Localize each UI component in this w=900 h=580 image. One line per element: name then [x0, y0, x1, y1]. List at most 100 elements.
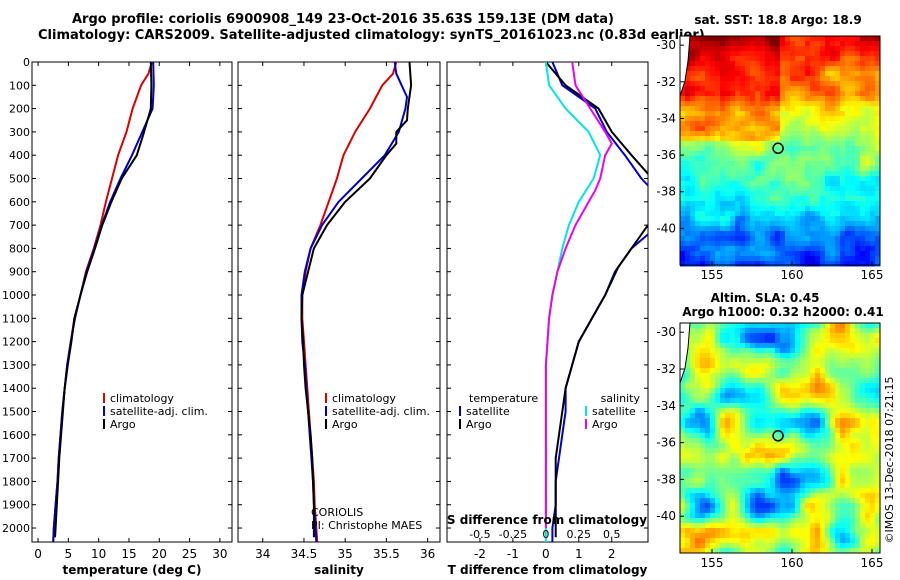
map-cell: [715, 126, 721, 132]
map-cell: [685, 488, 691, 494]
map-cell: [720, 156, 726, 162]
map-cell: [785, 121, 791, 127]
map-cell: [835, 231, 841, 237]
map-cell: [750, 216, 756, 222]
map-cell: [760, 201, 766, 207]
map-cell: [685, 71, 691, 77]
map-cell: [750, 226, 756, 232]
map-cell: [785, 236, 791, 242]
map-cell: [690, 166, 696, 172]
map-cell: [810, 433, 816, 439]
map-cell: [780, 41, 786, 47]
map-cell: [860, 523, 866, 529]
map-cell: [730, 323, 736, 329]
map-cell: [875, 251, 881, 257]
map-cell: [780, 96, 786, 102]
map-cell: [740, 458, 746, 464]
map-cell: [865, 156, 871, 162]
map-cell: [795, 503, 801, 509]
map-cell: [810, 478, 816, 484]
map-cell: [685, 146, 691, 152]
map-cell: [770, 151, 776, 157]
map-cell: [710, 383, 716, 389]
map-cell: [700, 443, 706, 449]
map-cell: [710, 146, 716, 152]
map-cell: [680, 141, 686, 147]
map-cell: [845, 343, 851, 349]
map-cell: [875, 191, 881, 197]
map-cell: [835, 433, 841, 439]
map-cell: [740, 388, 746, 394]
map-cell: [750, 498, 756, 504]
map-cell: [710, 96, 716, 102]
map-cell: [770, 508, 776, 514]
map-cell: [835, 533, 841, 539]
map-cell: [780, 131, 786, 137]
map-cell: [695, 91, 701, 97]
map-cell: [710, 533, 716, 539]
map-cell: [770, 196, 776, 202]
map-cell: [770, 126, 776, 132]
map-cell: [710, 101, 716, 107]
map-cell: [715, 101, 721, 107]
map-cell: [730, 393, 736, 399]
map-cell: [725, 201, 731, 207]
map-cell: [820, 51, 826, 57]
map-cell: [795, 353, 801, 359]
map-cell: [865, 478, 871, 484]
map-cell: [770, 156, 776, 162]
map-cell: [755, 458, 761, 464]
map-cell: [745, 413, 751, 419]
map-cell: [850, 186, 856, 192]
map-cell: [800, 71, 806, 77]
map-cell: [710, 41, 716, 47]
map-cell: [855, 166, 861, 172]
map-cell: [840, 141, 846, 147]
map-y-tick-label: -34: [656, 399, 676, 413]
map-cell: [805, 256, 811, 262]
map-cell: [820, 353, 826, 359]
series-line-argo: [545, 61, 649, 175]
map-cell: [850, 548, 856, 554]
map-cell: [840, 151, 846, 157]
map-cell: [845, 398, 851, 404]
map-cell: [820, 408, 826, 414]
map-cell: [680, 221, 686, 227]
map-cell: [850, 116, 856, 122]
map-cell: [805, 328, 811, 334]
map-cell: [850, 56, 856, 62]
map-cell: [720, 348, 726, 354]
map-cell: [710, 211, 716, 217]
map-cell: [830, 343, 836, 349]
map-cell: [860, 86, 866, 92]
map-cell: [810, 493, 816, 499]
map-cell: [800, 518, 806, 524]
map-cell: [825, 36, 831, 42]
map-cell: [770, 378, 776, 384]
map-cell: [700, 201, 706, 207]
map-cell: [735, 261, 741, 267]
map-cell: [730, 408, 736, 414]
map-cell: [735, 418, 741, 424]
map-cell: [815, 363, 821, 369]
map-cell: [730, 86, 736, 92]
map-cell: [740, 226, 746, 232]
map-cell: [695, 463, 701, 469]
map-cell: [840, 368, 846, 374]
map-cell: [750, 41, 756, 47]
map-cell: [745, 463, 751, 469]
map-cell: [850, 151, 856, 157]
map-cell: [750, 231, 756, 237]
map-cell: [825, 488, 831, 494]
map-cell: [790, 438, 796, 444]
map-cell: [830, 548, 836, 554]
map-cell: [860, 463, 866, 469]
map-cell: [685, 443, 691, 449]
map-cell: [775, 91, 781, 97]
map-cell: [725, 91, 731, 97]
map-cell: [750, 448, 756, 454]
map-cell: [800, 498, 806, 504]
map-cell: [725, 478, 731, 484]
map-cell: [845, 161, 851, 167]
